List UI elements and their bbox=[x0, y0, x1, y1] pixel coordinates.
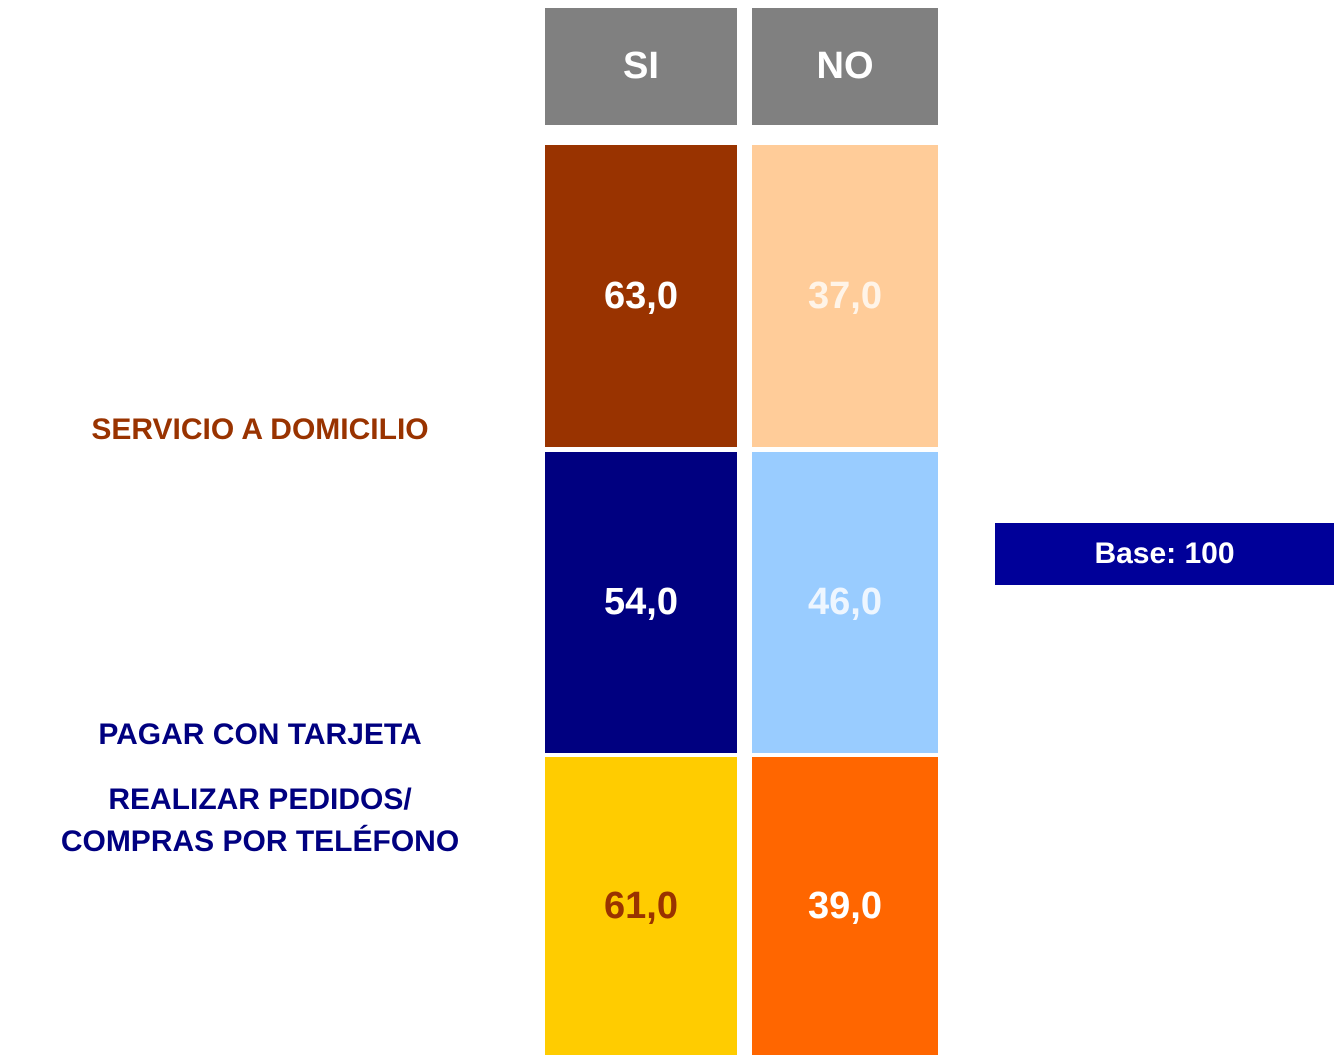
column-header: NO bbox=[752, 8, 938, 125]
base-note: Base: 100 bbox=[995, 523, 1334, 585]
row-label: PAGAR CON TARJETA bbox=[98, 718, 422, 751]
row-label: COMPRAS POR TELÉFONO bbox=[60, 825, 460, 858]
value-cell: 63,0 bbox=[545, 145, 737, 447]
value-cell: 39,0 bbox=[752, 757, 938, 1055]
row-label: REALIZAR PEDIDOS/ bbox=[108, 783, 412, 816]
value-cell: 37,0 bbox=[752, 145, 938, 447]
row-label: SERVICIO A DOMICILIO bbox=[91, 413, 429, 446]
value-cell: 46,0 bbox=[752, 452, 938, 753]
column-header: SI bbox=[545, 8, 737, 125]
value-cell: 54,0 bbox=[545, 452, 737, 753]
value-cell: 61,0 bbox=[545, 757, 737, 1055]
